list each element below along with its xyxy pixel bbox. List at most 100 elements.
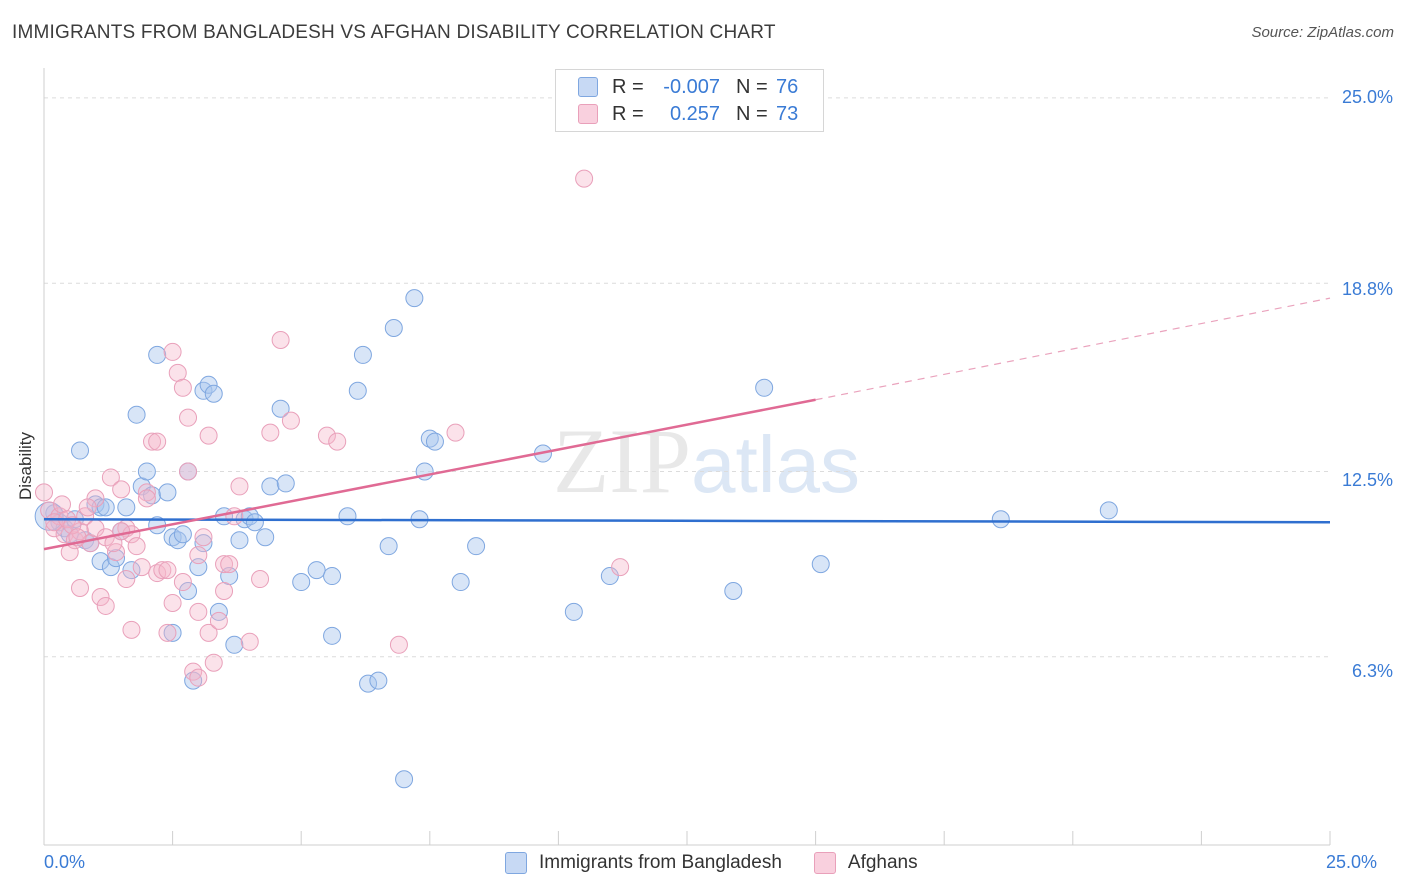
bangladesh-point <box>91 498 110 517</box>
afghans-point <box>184 662 203 681</box>
bangladesh-point <box>271 399 290 418</box>
bangladesh-point <box>395 770 414 789</box>
afghans-point <box>317 426 336 445</box>
bangladesh-point <box>194 534 213 553</box>
afghans-point <box>163 342 182 361</box>
watermark: ZIPatlas <box>553 408 860 514</box>
bangladesh-point <box>230 531 249 550</box>
afghans-point <box>35 483 53 502</box>
bangladesh-point <box>143 486 162 505</box>
afghans-point <box>189 602 208 621</box>
y-tick-label: 18.8% <box>1341 279 1393 299</box>
afghans-point <box>53 495 72 514</box>
y-axis-label: Disability <box>16 431 35 500</box>
afghans-point <box>148 564 167 583</box>
afghans-swatch-icon <box>578 104 598 124</box>
bangladesh-point <box>194 381 213 400</box>
bangladesh-point <box>158 483 177 502</box>
bangladesh-point <box>168 531 187 550</box>
afghans-point <box>163 593 182 612</box>
bangladesh-point <box>467 537 486 556</box>
afghans-point <box>179 408 198 427</box>
bangladesh-point <box>307 561 326 580</box>
x-tick-label: 0.0% <box>44 852 86 872</box>
bangladesh-point <box>724 581 743 600</box>
afghans-point <box>194 528 213 547</box>
bangladesh-point <box>600 567 619 586</box>
afghans-point <box>179 462 198 481</box>
afghans-point <box>112 480 131 499</box>
bangladesh-point <box>359 674 378 693</box>
bangladesh-trend-line <box>43 518 1331 524</box>
afghans-point <box>199 623 218 642</box>
afghans-point <box>261 423 280 442</box>
afghans-point <box>96 596 115 615</box>
afghans-point <box>328 432 347 451</box>
y-tick-label: 25.0% <box>1341 87 1393 107</box>
afghans-point <box>112 522 131 541</box>
afghans-point <box>189 668 208 687</box>
bangladesh-point <box>276 474 295 493</box>
bangladesh-point <box>379 537 398 556</box>
legend-label: Afghans <box>847 852 918 873</box>
bangladesh-point <box>353 345 372 364</box>
y-tick-label: 12.5% <box>1341 470 1393 490</box>
afghans-point <box>271 330 290 349</box>
afghans-point <box>389 635 408 654</box>
bangladesh-point <box>163 623 182 642</box>
afghans-point <box>71 579 90 598</box>
bangladesh-point <box>96 498 115 517</box>
bangladesh-point <box>261 477 280 496</box>
afghans-point <box>91 587 110 606</box>
afghans-point <box>209 611 228 630</box>
afghans-point <box>173 378 192 397</box>
bangladesh-point <box>384 319 403 338</box>
afghans-point <box>148 432 167 451</box>
afghans-point <box>611 558 630 577</box>
bangladesh-point <box>137 462 156 481</box>
r-value: -0.007 <box>663 75 720 98</box>
bangladesh-point <box>173 525 192 544</box>
bangladesh-point <box>323 626 342 645</box>
n-value: 73 <box>776 102 799 125</box>
bangladesh-point <box>755 378 774 397</box>
n-label: N = <box>736 75 768 98</box>
bangladesh-point <box>179 581 198 600</box>
afghans-point <box>137 489 156 508</box>
afghans-point <box>168 363 187 382</box>
afghans-point <box>215 555 234 574</box>
afghans-point <box>281 411 300 430</box>
bangladesh-point <box>148 345 167 364</box>
bangladesh-point <box>405 289 424 308</box>
r-label: R = <box>612 75 644 98</box>
bangladesh-point <box>292 573 311 592</box>
afghans-point <box>204 653 223 672</box>
afghans-point <box>117 570 136 589</box>
legend-item-bangladesh: Immigrants from Bangladesh <box>505 852 782 874</box>
bangladesh-point <box>323 567 342 586</box>
bangladesh-point <box>425 432 444 451</box>
chart-title: IMMIGRANTS FROM BANGLADESH VS AFGHAN DIS… <box>12 22 776 43</box>
y-tick-label: 6.3% <box>1351 661 1393 681</box>
legend-label: Immigrants from Bangladesh <box>539 852 782 873</box>
bangladesh-point <box>256 528 275 547</box>
afghans-point <box>101 468 120 487</box>
bangladesh-point <box>199 375 218 394</box>
bangladesh-point <box>369 671 388 690</box>
watermark-zip: ZIP <box>553 410 691 512</box>
bangladesh-point <box>117 498 136 517</box>
bangladesh-swatch-icon <box>505 852 527 874</box>
watermark-atlas: atlas <box>691 420 860 509</box>
series-legend: Immigrants from Bangladesh Afghans <box>505 852 950 874</box>
legend-row-bangladesh: R = -0.007 N = 76 <box>578 74 798 100</box>
afghans-point <box>158 561 177 580</box>
bangladesh-point <box>338 507 357 526</box>
afghans-point <box>153 561 172 580</box>
afghans-point <box>173 573 192 592</box>
bangladesh-point <box>451 573 470 592</box>
afghans-trend-line <box>43 398 816 551</box>
bangladesh-point <box>991 510 1010 529</box>
afghans-point <box>78 498 97 517</box>
afghans-point <box>189 546 208 565</box>
